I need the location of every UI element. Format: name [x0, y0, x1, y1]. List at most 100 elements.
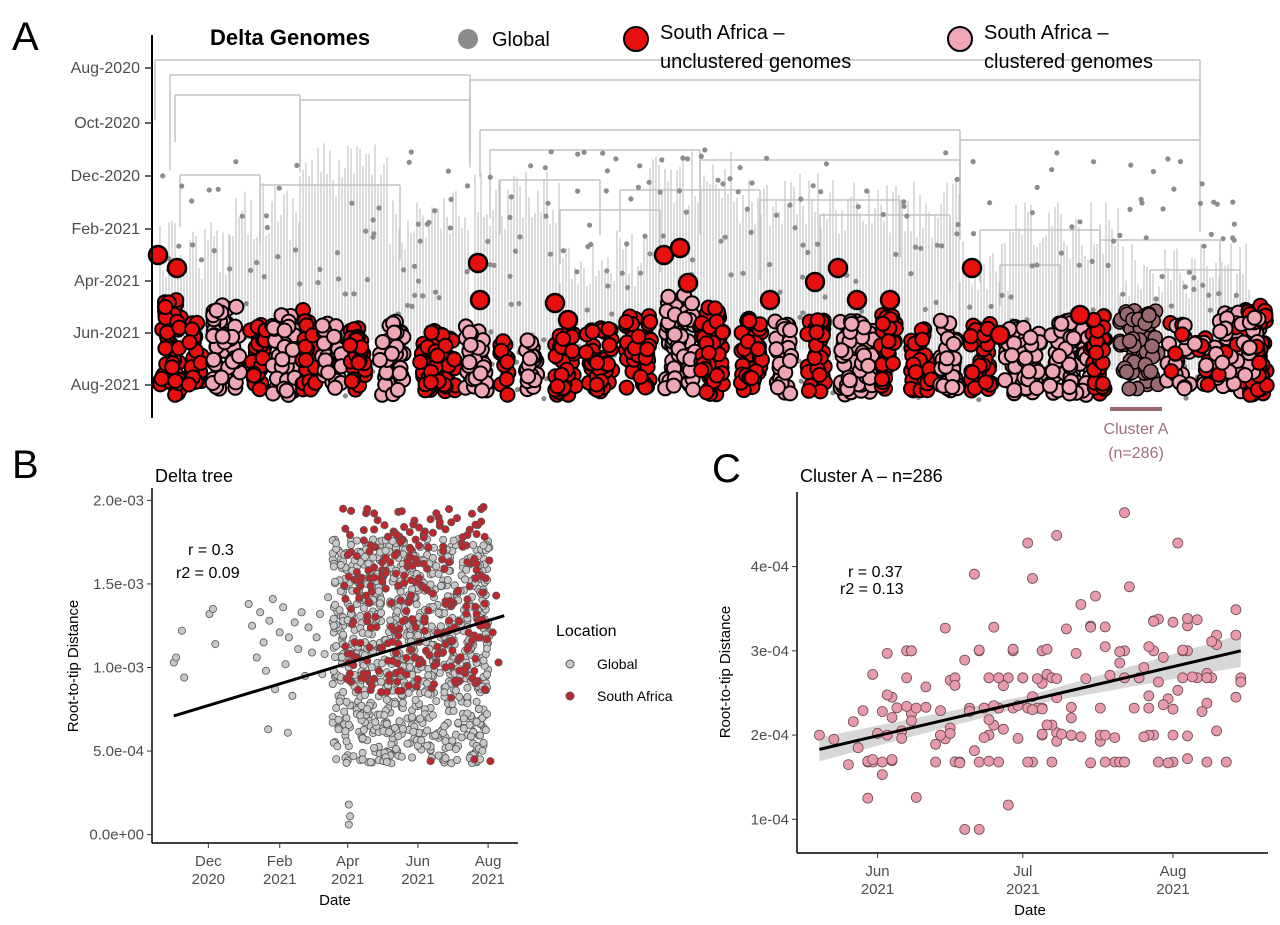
panel-b-global-point	[390, 699, 399, 708]
global-tip	[517, 234, 523, 240]
panel-b-global-point	[324, 593, 333, 602]
panel-c-point	[1143, 702, 1155, 714]
sa-clustered-tip	[1003, 347, 1020, 364]
panel-b-global-point	[330, 653, 339, 662]
global-tip	[715, 177, 721, 183]
panel-c-point	[1157, 651, 1169, 663]
sa-unclustered-tip	[557, 309, 579, 331]
panel-b-sa-point	[429, 661, 438, 670]
panel-b-global-point	[358, 755, 367, 764]
panel-b-sa-point	[366, 581, 375, 590]
global-tip	[748, 229, 754, 235]
global-tip	[545, 200, 551, 206]
sa-unclustered-tip	[184, 321, 201, 338]
panel-b-sa-point	[370, 509, 379, 518]
global-tip	[371, 231, 377, 237]
global-tip	[575, 188, 581, 194]
global-tip	[853, 278, 859, 284]
panel-b-sa-point	[458, 542, 467, 551]
panel-b-x-tick-label: 2021	[401, 871, 434, 888]
panel-b-sa-point	[471, 654, 480, 663]
global-tip	[263, 213, 269, 219]
panel-b-sa-point	[428, 589, 437, 598]
global-tip	[823, 161, 830, 167]
panel-a-y-tick-label: Oct-2020	[74, 115, 140, 132]
panel-c-point	[1153, 756, 1164, 768]
global-tip	[619, 270, 625, 276]
panel-c-point	[1220, 756, 1232, 768]
panel-b-sa-point	[488, 628, 497, 637]
sa-unclustered-tip	[964, 364, 981, 381]
sa-unclustered-tip	[800, 382, 817, 399]
sa-unclustered-tip	[157, 340, 174, 357]
global-tip	[405, 302, 411, 308]
panel-c-point	[1182, 730, 1193, 742]
panel-c-point	[901, 672, 912, 684]
panel-b-global-point	[482, 670, 491, 679]
sa-clustered-tip	[932, 312, 949, 329]
panel-b-global-point	[304, 623, 313, 632]
panel-c-point	[973, 824, 985, 835]
panel-b-sa-point	[452, 514, 461, 523]
panel-b-sa-point	[348, 620, 357, 629]
sa-clustered-tip	[1061, 379, 1078, 395]
panel-c-point	[1153, 676, 1164, 688]
panel-b-sa-point	[339, 504, 348, 513]
sa-unclustered-tip	[708, 367, 725, 384]
global-tip	[176, 243, 182, 249]
sa-unclustered-tip	[874, 371, 890, 388]
panel-c-point	[920, 681, 932, 693]
panel-b-global-point	[356, 611, 365, 620]
panel-b-sa-point	[435, 518, 444, 527]
sa-clustered-tip	[1006, 382, 1023, 399]
panel-b-sa-point	[347, 548, 356, 557]
panel-c-point	[983, 714, 995, 725]
legend-b-title: Location	[556, 623, 617, 640]
panel-b-sa-point	[463, 595, 472, 604]
panel-b-sa-point	[492, 591, 501, 600]
panel-c: C Cluster A – n=286 1e-04 2e-04 3e-04 4e-04…	[712, 447, 1268, 919]
sa-unclustered-tip	[693, 362, 710, 379]
panel-b-sa-point	[433, 650, 442, 659]
global-tip	[1191, 286, 1197, 292]
panel-c-x-tick-label: 2021	[1006, 881, 1039, 898]
panel-c-point	[1094, 702, 1106, 714]
sa-clustered-tip	[327, 379, 344, 396]
global-tip	[276, 185, 282, 191]
global-tip	[415, 221, 421, 227]
panel-b-x-label: Date	[319, 892, 351, 909]
panel-c-point	[881, 689, 893, 701]
legend-sa-unclustered-swatch	[623, 26, 649, 52]
panel-c-point	[867, 754, 879, 765]
panel-b-sa-point	[462, 609, 471, 618]
global-tip	[1029, 263, 1035, 269]
panel-c-point	[1119, 756, 1130, 768]
panel-b-sa-point	[393, 677, 402, 686]
panel-b-global-point	[448, 700, 457, 709]
panel-c-point	[1182, 753, 1193, 765]
cluster-a-count: (n=286)	[1108, 445, 1164, 462]
panel-b-global-point	[345, 812, 354, 821]
global-tip	[334, 250, 341, 256]
panel-b-x-tick-label: Aug	[475, 853, 502, 870]
sa-clustered-tip	[841, 372, 858, 389]
global-tip	[764, 155, 770, 161]
global-tip	[516, 301, 522, 307]
sa-unclustered-tip	[429, 347, 446, 364]
panel-b-sa-point	[406, 545, 415, 554]
panel-b-global-point	[461, 575, 470, 584]
sa-unclustered-tip	[1069, 304, 1091, 326]
sa-clustered-tip	[205, 351, 222, 368]
global-tip	[581, 149, 587, 155]
global-tip	[901, 203, 907, 209]
panel-b-global-point	[288, 691, 297, 700]
sa-unclustered-tip	[245, 367, 262, 384]
sa-unclustered-tip	[618, 379, 635, 396]
panel-c-point	[1080, 673, 1092, 684]
sa-unclustered-tip	[642, 313, 659, 330]
global-tip	[411, 263, 418, 269]
panel-b-sa-point	[382, 688, 391, 697]
global-tip	[1171, 186, 1177, 192]
panel-c-point	[1041, 643, 1053, 655]
panel-c-y-tick-label: 2e-04	[751, 727, 789, 744]
